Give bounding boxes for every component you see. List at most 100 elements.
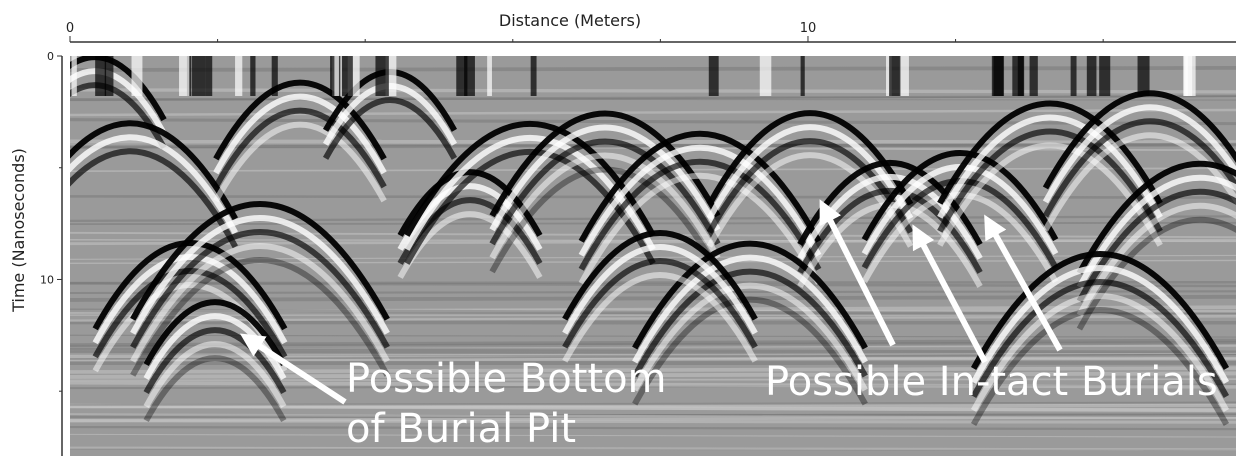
hyperbola <box>861 150 1059 242</box>
texture <box>70 380 1236 389</box>
hyperbola <box>937 128 1163 233</box>
texture <box>1012 56 1024 96</box>
texture <box>800 56 805 96</box>
hyperbola <box>970 279 1230 398</box>
hyperbola <box>970 307 1230 426</box>
texture <box>334 56 339 96</box>
hyperbola <box>1042 90 1236 190</box>
hyperbola <box>143 341 287 408</box>
x-tick-label: 10 <box>800 21 817 36</box>
hyperbola <box>489 152 721 260</box>
texture <box>456 56 468 96</box>
x-tick-label: 0 <box>66 21 74 36</box>
hyperbola <box>489 124 721 232</box>
arrow <box>912 224 988 364</box>
hyperbola <box>562 230 758 321</box>
texture <box>889 56 901 96</box>
texture <box>1137 56 1150 96</box>
texture <box>487 56 492 96</box>
texture <box>70 221 1236 226</box>
texture <box>70 118 1236 126</box>
texture <box>70 108 1236 117</box>
hyperbola <box>562 244 758 335</box>
texture <box>70 413 1236 420</box>
hyperbola <box>578 144 822 257</box>
hyperbola <box>130 201 390 321</box>
texture <box>899 56 909 96</box>
texture <box>95 56 107 96</box>
texture <box>235 56 243 96</box>
radargram <box>70 56 1236 451</box>
hyperbola <box>632 296 868 406</box>
texture <box>464 56 475 96</box>
hyperbola <box>489 166 721 274</box>
hyperbola <box>143 299 287 366</box>
texture <box>179 56 190 96</box>
arrows <box>239 199 1063 405</box>
hyperbola <box>130 243 390 363</box>
hyperbola <box>632 254 868 364</box>
hyperbola <box>70 68 167 136</box>
axes: 0 10 0 10 <box>40 21 1236 456</box>
texture <box>70 433 1236 438</box>
texture <box>385 56 397 96</box>
hyperbola <box>1042 118 1236 218</box>
hyperbola <box>970 293 1230 412</box>
annotation: of Burial Pit <box>346 406 576 452</box>
hyperbola <box>143 355 287 422</box>
hyperbola <box>1076 189 1236 303</box>
hyperbola <box>130 257 390 377</box>
texture <box>886 56 892 96</box>
texture <box>347 56 360 96</box>
hyperbola <box>213 107 387 189</box>
hyperbola <box>797 201 983 288</box>
texture <box>70 425 1236 431</box>
texture <box>1185 56 1193 96</box>
hyperbola <box>632 240 868 350</box>
hyperbola <box>797 187 983 274</box>
hyperbola <box>213 93 387 175</box>
hyperbola <box>632 268 868 378</box>
hyperbola <box>562 258 758 349</box>
hyperbola <box>578 172 822 285</box>
hyperbola <box>1076 217 1236 331</box>
texture <box>70 401 1236 407</box>
y-axis-title: Time (Nanoseconds) <box>9 148 28 313</box>
hyperbola <box>213 121 387 203</box>
hyperbola <box>70 134 239 235</box>
hyperbola <box>143 327 287 394</box>
texture <box>1029 56 1038 96</box>
texture <box>70 66 1236 72</box>
arrow <box>984 214 1063 352</box>
y-tick-label: 0 <box>47 50 54 63</box>
hyperbola <box>1042 132 1236 232</box>
texture <box>70 88 1236 94</box>
hyperbola <box>92 240 288 331</box>
texture <box>70 167 1236 173</box>
y-tick-label: 10 <box>40 273 54 286</box>
hyperbola <box>489 138 721 246</box>
texture <box>70 404 1236 409</box>
arrow <box>819 199 896 347</box>
hyperbola <box>92 254 288 345</box>
texture <box>131 56 143 96</box>
hyperbola <box>92 268 288 359</box>
texture <box>104 56 114 96</box>
hyperbola <box>322 97 458 160</box>
hyperbola <box>130 229 390 349</box>
hyperbola <box>1042 104 1236 204</box>
texture <box>708 56 719 96</box>
hyperbola <box>1076 161 1236 275</box>
texture <box>71 56 77 96</box>
texture <box>1086 56 1097 96</box>
texture <box>70 446 1236 451</box>
annotation: Possible In-tact Burials <box>765 359 1218 405</box>
texture <box>1099 56 1111 96</box>
arrow <box>239 333 347 405</box>
hyperbola <box>937 114 1163 219</box>
texture <box>759 56 772 96</box>
hyperbola <box>70 120 239 221</box>
texture <box>250 56 256 96</box>
hyperbola <box>970 265 1230 384</box>
